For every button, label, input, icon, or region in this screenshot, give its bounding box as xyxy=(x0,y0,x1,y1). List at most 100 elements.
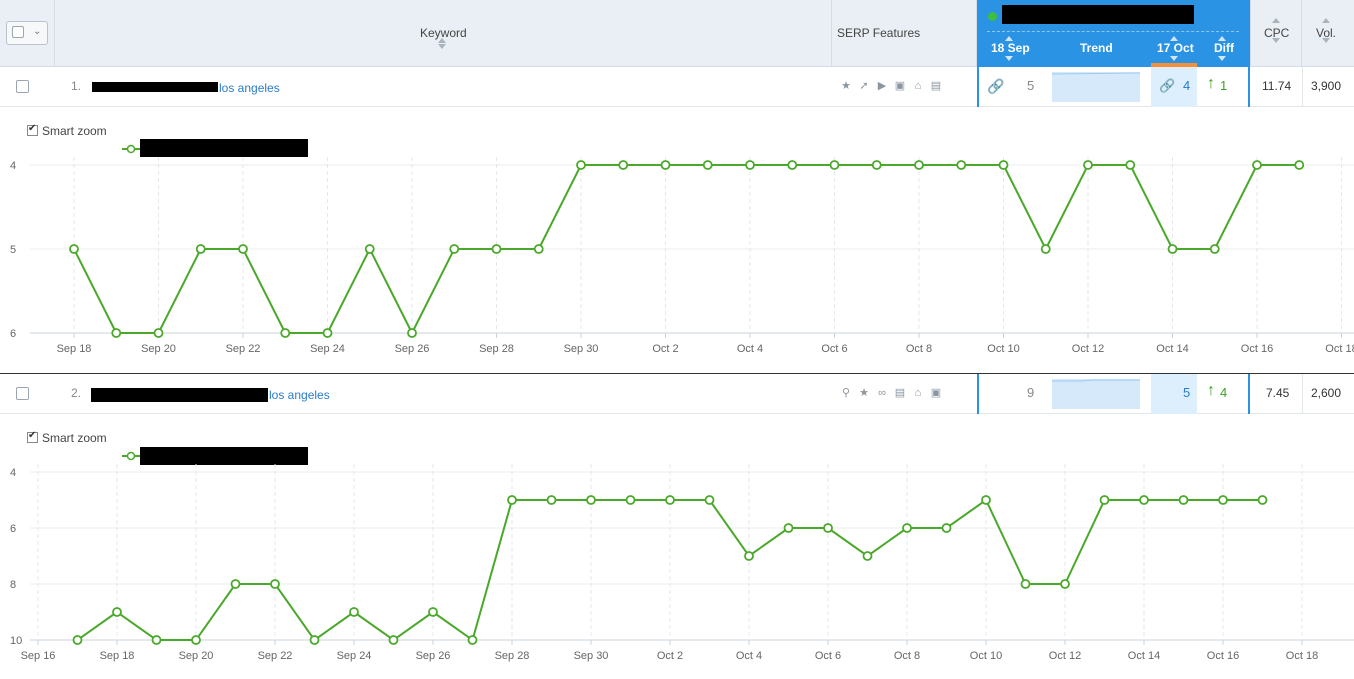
data-point[interactable] xyxy=(871,160,882,170)
data-point[interactable] xyxy=(153,328,164,338)
diff-label[interactable]: Diff xyxy=(1214,41,1234,55)
data-point[interactable] xyxy=(195,244,206,254)
link-icon[interactable]: 🔗 xyxy=(987,78,1005,94)
cpc-column-header[interactable]: CPC xyxy=(1250,0,1302,66)
data-point[interactable] xyxy=(702,160,713,170)
data-point[interactable] xyxy=(787,160,798,170)
date-from-sort-up-icon[interactable] xyxy=(1005,36,1015,50)
data-point[interactable] xyxy=(1040,244,1051,254)
legend-series-redacted[interactable] xyxy=(140,139,308,157)
data-point[interactable] xyxy=(533,244,544,254)
data-point[interactable] xyxy=(660,160,671,170)
data-point[interactable] xyxy=(112,607,122,617)
cpc-sort-up-icon[interactable] xyxy=(1272,18,1282,32)
data-point[interactable] xyxy=(1209,244,1220,254)
table-row[interactable]: 2. los angeles ⚲ ★ ∞ ▤ ⌂ ▣ 9 5 ↑ 4 7.45 2,600 xyxy=(0,374,1354,414)
data-point[interactable] xyxy=(449,244,460,254)
video-icon[interactable]: ▶ xyxy=(877,80,887,92)
chevron-down-icon[interactable]: ⌄ xyxy=(33,26,42,37)
diff-sort-down-icon[interactable] xyxy=(1218,48,1228,62)
keyword-column-header[interactable]: Keyword xyxy=(55,0,832,66)
data-point[interactable] xyxy=(428,607,438,617)
data-point[interactable] xyxy=(998,160,1009,170)
data-point[interactable] xyxy=(69,244,79,254)
data-point[interactable] xyxy=(280,328,291,338)
data-point[interactable] xyxy=(1294,160,1305,170)
link-icon[interactable]: ∞ xyxy=(878,387,886,399)
vol-sort-up-icon[interactable] xyxy=(1322,18,1332,32)
data-point[interactable] xyxy=(1218,495,1228,505)
table-row[interactable]: 1. los angeles ★ ➚ ▶ ▣ ⌂ ▤ 🔗 5 🔗 4 ↑ 1 11.74 … xyxy=(0,67,1354,107)
data-point[interactable] xyxy=(1167,244,1178,254)
data-point[interactable] xyxy=(1083,160,1093,170)
data-point[interactable] xyxy=(1139,495,1149,505)
data-point[interactable] xyxy=(981,495,991,505)
pin-icon[interactable]: ⚲ xyxy=(841,387,851,399)
data-point[interactable] xyxy=(665,495,675,505)
select-all-dropdown[interactable]: ⌄ xyxy=(6,21,48,45)
date-to-sort-up-icon[interactable] xyxy=(1170,36,1180,50)
data-point[interactable] xyxy=(1060,579,1070,589)
row-checkbox[interactable] xyxy=(16,387,29,400)
data-point[interactable] xyxy=(364,244,375,254)
data-point[interactable] xyxy=(1099,495,1110,505)
data-point[interactable] xyxy=(491,244,502,254)
data-point[interactable] xyxy=(309,635,320,645)
date-to-label[interactable]: 17 Oct xyxy=(1157,41,1194,55)
cpc-sort-down-icon[interactable] xyxy=(1272,38,1282,52)
graduation-cap-icon[interactable]: ⌂ xyxy=(914,387,922,399)
data-point[interactable] xyxy=(744,551,754,561)
volume-column-header[interactable]: Vol. xyxy=(1302,0,1354,66)
data-point[interactable] xyxy=(388,635,399,645)
date-from-sort-down-icon[interactable] xyxy=(1005,48,1015,62)
data-point[interactable] xyxy=(618,160,629,170)
data-point[interactable] xyxy=(704,495,715,505)
data-point[interactable] xyxy=(467,635,478,645)
smart-zoom-checkbox[interactable] xyxy=(27,430,38,443)
data-point[interactable] xyxy=(72,635,83,645)
data-point[interactable] xyxy=(349,607,359,617)
select-all-checkbox[interactable] xyxy=(12,26,24,38)
data-point[interactable] xyxy=(902,523,912,533)
smart-zoom-checkbox[interactable] xyxy=(27,123,38,136)
data-point[interactable] xyxy=(956,160,967,170)
data-point[interactable] xyxy=(546,495,557,505)
vol-sort-down-icon[interactable] xyxy=(1322,38,1332,52)
keyword-link[interactable]: los angeles xyxy=(219,81,280,95)
data-point[interactable] xyxy=(1257,495,1268,505)
data-point[interactable] xyxy=(625,495,636,505)
data-point[interactable] xyxy=(1125,160,1136,170)
data-point[interactable] xyxy=(191,635,201,645)
data-point[interactable] xyxy=(586,495,596,505)
data-point[interactable] xyxy=(151,635,162,645)
star-icon[interactable]: ★ xyxy=(859,387,869,399)
data-point[interactable] xyxy=(230,579,241,589)
data-point[interactable] xyxy=(941,523,952,533)
doc-icon[interactable]: ▤ xyxy=(894,387,906,399)
smart-zoom-toggle[interactable]: Smart zoom xyxy=(27,123,107,138)
keyword-sort-icon[interactable] xyxy=(438,38,448,52)
news-icon[interactable]: ▤ xyxy=(930,80,942,92)
date-to-sort-down-icon[interactable] xyxy=(1170,48,1180,62)
data-point[interactable] xyxy=(823,523,833,533)
date-from-label[interactable]: 18 Sep xyxy=(991,41,1030,55)
keyword-link[interactable]: los angeles xyxy=(269,388,330,402)
data-point[interactable] xyxy=(745,160,755,170)
row-checkbox[interactable] xyxy=(16,80,29,93)
data-point[interactable] xyxy=(322,328,333,338)
data-point[interactable] xyxy=(1178,495,1189,505)
data-point[interactable] xyxy=(576,160,586,170)
data-point[interactable] xyxy=(407,328,417,338)
diff-sort-up-icon[interactable] xyxy=(1218,36,1228,50)
data-point[interactable] xyxy=(507,495,517,505)
data-point[interactable] xyxy=(783,523,794,533)
star-icon[interactable]: ★ xyxy=(841,80,851,92)
smart-zoom-toggle[interactable]: Smart zoom xyxy=(27,430,107,445)
news-icon[interactable]: ▣ xyxy=(930,387,942,399)
data-point[interactable] xyxy=(914,160,924,170)
graduation-cap-icon[interactable]: ⌂ xyxy=(914,80,922,92)
data-point[interactable] xyxy=(829,160,840,170)
data-point[interactable] xyxy=(111,328,122,338)
data-point[interactable] xyxy=(238,244,248,254)
image-icon[interactable]: ▣ xyxy=(894,80,906,92)
